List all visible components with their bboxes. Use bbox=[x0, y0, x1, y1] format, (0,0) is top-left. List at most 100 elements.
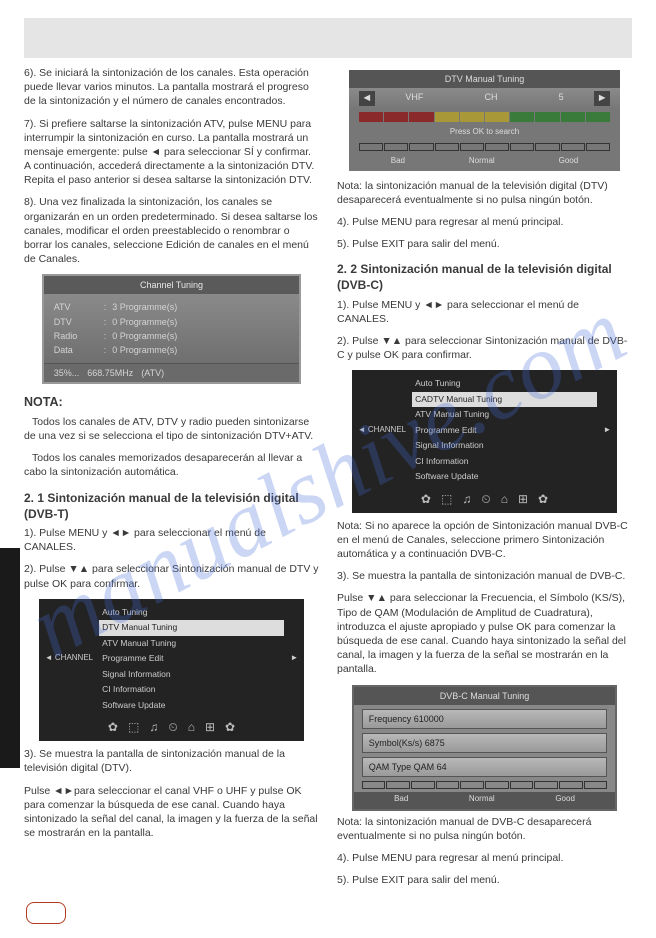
dvbc-manual-panel: DVB-C Manual Tuning Frequency 610000 Sym… bbox=[352, 685, 618, 811]
grid-icon: ⊞ bbox=[205, 719, 215, 735]
nota3r: Nota: la sintonización manual de DVB-C d… bbox=[337, 815, 632, 843]
menu-item: CI Information bbox=[412, 454, 597, 469]
p4b: 4). Pulse MENU para regresar al menú pri… bbox=[337, 851, 632, 865]
ct-r: ATV bbox=[54, 301, 98, 313]
left-black-tab bbox=[0, 548, 20, 768]
right-column: DTV Manual Tuning ◄ VHF CH 5 ► Press OK … bbox=[337, 66, 632, 896]
signal-status: Bad Normal Good bbox=[349, 154, 620, 171]
ct-r: Data bbox=[54, 344, 98, 356]
nav-left: ◄ CHANNEL bbox=[358, 425, 406, 436]
nav-right: ► bbox=[290, 653, 298, 664]
channel-tuning-foot: 35%... 668.75MHz (ATV) bbox=[44, 363, 300, 382]
icon-row: ✿ ⬚ ♫ ⏲ ⌂ ⊞ ✿ bbox=[45, 719, 299, 735]
dvbc-menu-panel: ◄ CHANNEL Auto Tuning CADTV Manual Tunin… bbox=[352, 370, 618, 512]
settings-icon: ✿ bbox=[108, 719, 118, 735]
stat-good: Good bbox=[559, 156, 579, 167]
ct-foot: 668.75MHz bbox=[87, 367, 133, 379]
nav-left: ◄ CHANNEL bbox=[45, 653, 93, 664]
para-8: 8). Una vez finalizada la sintonización,… bbox=[24, 195, 319, 266]
menu-item-selected: CADTV Manual Tuning bbox=[412, 392, 597, 407]
ct-r: 0 Programme(s) bbox=[112, 344, 177, 356]
tune-v: VHF bbox=[405, 91, 423, 106]
icon-row: ✿ ⬚ ♫ ⏲ ⌂ ⊞ ✿ bbox=[358, 491, 612, 507]
nota-right: Nota: la sintonización manual de la tele… bbox=[337, 179, 632, 207]
s22-step2: 2). Pulse ▼▲ para seleccionar Sintonizac… bbox=[337, 334, 632, 362]
s22-3a: 3). Se muestra la pantalla de sintonizac… bbox=[337, 569, 632, 583]
para-7: 7). Si prefiere saltarse la sintonizació… bbox=[24, 117, 319, 188]
channel-tuning-body: ATV:3 Programme(s) DTV:0 Programme(s) Ra… bbox=[44, 294, 300, 363]
arrow-right-icon: ► bbox=[594, 91, 610, 106]
channel-tuning-panel: Channel Tuning ATV:3 Programme(s) DTV:0 … bbox=[42, 274, 302, 384]
left-column: 6). Se iniciará la sintonización de los … bbox=[24, 66, 319, 896]
nota-2: Todos los canales memorizados desaparece… bbox=[24, 451, 319, 479]
menu-item: Programme Edit bbox=[412, 423, 597, 438]
nota2r: Nota: Si no aparece la opción de Sintoni… bbox=[337, 519, 632, 562]
tune-v: 5 bbox=[559, 91, 564, 106]
p4: 4). Pulse MENU para regresar al menú pri… bbox=[337, 215, 632, 229]
nav-right: ► bbox=[603, 425, 611, 436]
clock-icon: ⏲ bbox=[168, 719, 177, 735]
music-icon: ♫ bbox=[462, 491, 471, 507]
ct-foot: (ATV) bbox=[141, 367, 164, 379]
menu-item: Software Update bbox=[412, 469, 597, 484]
ct-r: 3 Programme(s) bbox=[112, 301, 177, 313]
dvbc-title: DVB-C Manual Tuning bbox=[354, 687, 616, 705]
tune-title: DTV Manual Tuning bbox=[349, 70, 620, 88]
menu-item: Programme Edit bbox=[99, 651, 284, 666]
grid-icon: ⊞ bbox=[518, 491, 528, 507]
menu-item-selected: DTV Manual Tuning bbox=[99, 620, 284, 635]
dvbc-stat: Bad bbox=[394, 794, 408, 805]
nota-heading: NOTA: bbox=[24, 394, 319, 411]
signal-bars bbox=[359, 112, 610, 122]
s21-step3a: 3). Se muestra la pantalla de sintonizac… bbox=[24, 747, 319, 775]
home-icon: ⌂ bbox=[501, 491, 508, 507]
arrow-left-icon: ◄ bbox=[359, 91, 375, 106]
stat-normal: Normal bbox=[469, 156, 495, 167]
page-number-box bbox=[26, 902, 66, 924]
dvbc-row: QAM Type QAM 64 bbox=[362, 757, 608, 777]
p5b: 5). Pulse EXIT para salir del menú. bbox=[337, 873, 632, 887]
ct-r: Radio bbox=[54, 330, 98, 342]
dvbc-bars bbox=[362, 781, 608, 789]
s22-step1: 1). Pulse MENU y ◄► para seleccionar el … bbox=[337, 298, 632, 326]
dvbc-stat: Good bbox=[555, 794, 575, 805]
tune-v: CH bbox=[484, 91, 497, 106]
p5: 5). Pulse EXIT para salir del menú. bbox=[337, 237, 632, 251]
ct-r: DTV bbox=[54, 316, 98, 328]
nota-1: Todos los canales de ATV, DTV y radio pu… bbox=[24, 415, 319, 443]
s21-step2: 2). Pulse ▼▲ para seleccionar Sintonizac… bbox=[24, 562, 319, 590]
channel-tuning-title: Channel Tuning bbox=[44, 276, 300, 294]
settings-icon: ✿ bbox=[421, 491, 431, 507]
dvbc-status: Bad Normal Good bbox=[354, 792, 616, 809]
music-icon: ♫ bbox=[149, 719, 158, 735]
menu-item: Auto Tuning bbox=[412, 376, 597, 391]
picture-icon: ⬚ bbox=[441, 491, 452, 507]
press-ok: Press OK to search bbox=[349, 125, 620, 140]
dvbc-row: Symbol(Ks/s) 6875 bbox=[362, 733, 608, 753]
menu-item: Software Update bbox=[99, 698, 284, 713]
dtv-menu-panel: ◄ CHANNEL Auto Tuning DTV Manual Tuning … bbox=[39, 599, 305, 741]
picture-icon: ⬚ bbox=[128, 719, 139, 735]
s22-3b: Pulse ▼▲ para seleccionar la Frecuencia,… bbox=[337, 591, 632, 676]
ct-r: : bbox=[104, 316, 107, 328]
menu-item: ATV Manual Tuning bbox=[99, 636, 284, 651]
dvbc-row: Frequency 610000 bbox=[362, 709, 608, 729]
section-2-2-heading: 2. 2 Sintonización manual de la televisi… bbox=[337, 261, 632, 293]
ct-r: 0 Programme(s) bbox=[112, 330, 177, 342]
gear-icon: ✿ bbox=[538, 491, 548, 507]
para-6: 6). Se iniciará la sintonización de los … bbox=[24, 66, 319, 109]
ct-r: : bbox=[104, 301, 107, 313]
section-2-1-heading: 2. 1 Sintonización manual de la televisi… bbox=[24, 490, 319, 522]
menu-item: Signal Information bbox=[99, 667, 284, 682]
dvbc-stat: Normal bbox=[469, 794, 495, 805]
s21-step3b: Pulse ◄►para seleccionar el canal VHF o … bbox=[24, 784, 319, 841]
ct-foot: 35%... bbox=[54, 367, 80, 379]
menu-item: Signal Information bbox=[412, 438, 597, 453]
ct-r: : bbox=[104, 344, 107, 356]
home-icon: ⌂ bbox=[188, 719, 195, 735]
menu-item: Auto Tuning bbox=[99, 605, 284, 620]
ct-r: 0 Programme(s) bbox=[112, 316, 177, 328]
menu-item: ATV Manual Tuning bbox=[412, 407, 597, 422]
signal-bars2 bbox=[359, 143, 610, 151]
content-columns: 6). Se iniciará la sintonización de los … bbox=[0, 66, 656, 896]
